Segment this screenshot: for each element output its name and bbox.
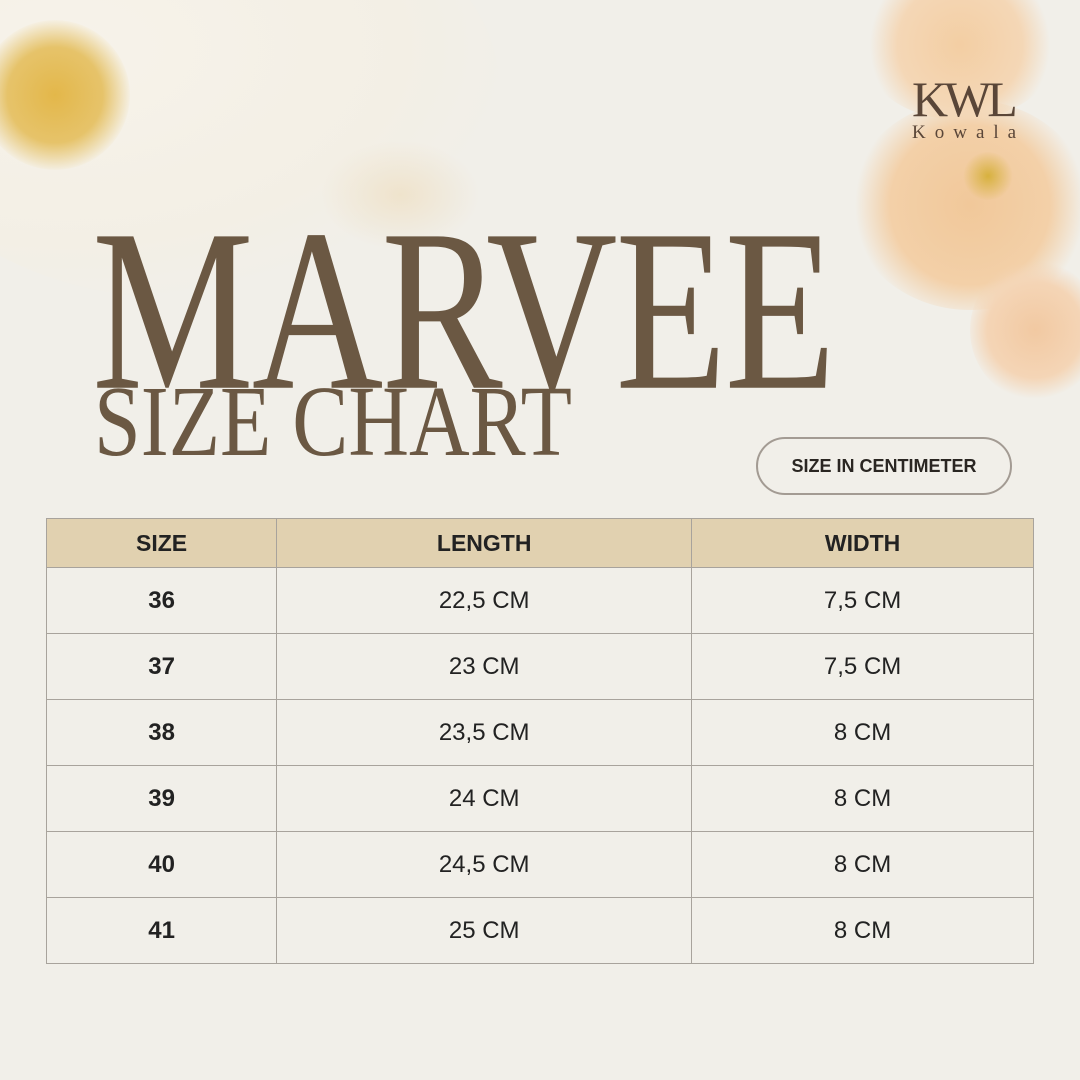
logo-mark: KWL: [912, 71, 1018, 127]
cell-size: 37: [45, 633, 278, 700]
cell-width: 7,5 CM: [691, 567, 1034, 634]
cell-length: 24,5 CM: [276, 831, 693, 898]
cell-length: 24 CM: [276, 765, 693, 832]
cell-size: 38: [45, 699, 278, 766]
cell-size: 39: [45, 765, 278, 832]
cell-length: 25 CM: [276, 897, 693, 964]
cell-width: 8 CM: [691, 831, 1034, 898]
brand-logo: KWL Kowala: [912, 74, 1025, 144]
table-row: 36 22,5 CM 7,5 CM: [45, 567, 1034, 634]
cell-width: 8 CM: [691, 897, 1034, 964]
table-row: 41 25 CM 8 CM: [45, 897, 1034, 964]
product-title: MARVEE: [92, 183, 836, 439]
cell-length: 23 CM: [276, 633, 693, 700]
header-size: SIZE: [45, 518, 278, 568]
cell-width: 8 CM: [691, 699, 1034, 766]
page-subtitle: SIZE CHART: [94, 366, 572, 478]
cell-length: 22,5 CM: [276, 567, 693, 634]
logo-wordmark: Kowala: [912, 122, 1026, 143]
cell-size: 40: [45, 831, 278, 898]
table-row: 38 23,5 CM 8 CM: [45, 699, 1034, 766]
table-row: 39 24 CM 8 CM: [45, 765, 1034, 832]
header-width: WIDTH: [691, 518, 1034, 568]
cell-size: 41: [45, 897, 278, 964]
size-table: SIZE LENGTH WIDTH 36 22,5 CM 7,5 CM 37 23 C…: [45, 518, 1034, 964]
cell-width: 8 CM: [691, 765, 1034, 832]
table-header-row: SIZE LENGTH WIDTH: [45, 518, 1034, 568]
unit-badge: SIZE IN CENTIMETER: [756, 437, 1012, 495]
cell-width: 7,5 CM: [691, 633, 1034, 700]
header-length: LENGTH: [276, 518, 693, 568]
table-row: 40 24,5 CM 8 CM: [45, 831, 1034, 898]
cell-length: 23,5 CM: [276, 699, 693, 766]
cell-size: 36: [45, 567, 278, 634]
table-row: 37 23 CM 7,5 CM: [45, 633, 1034, 700]
